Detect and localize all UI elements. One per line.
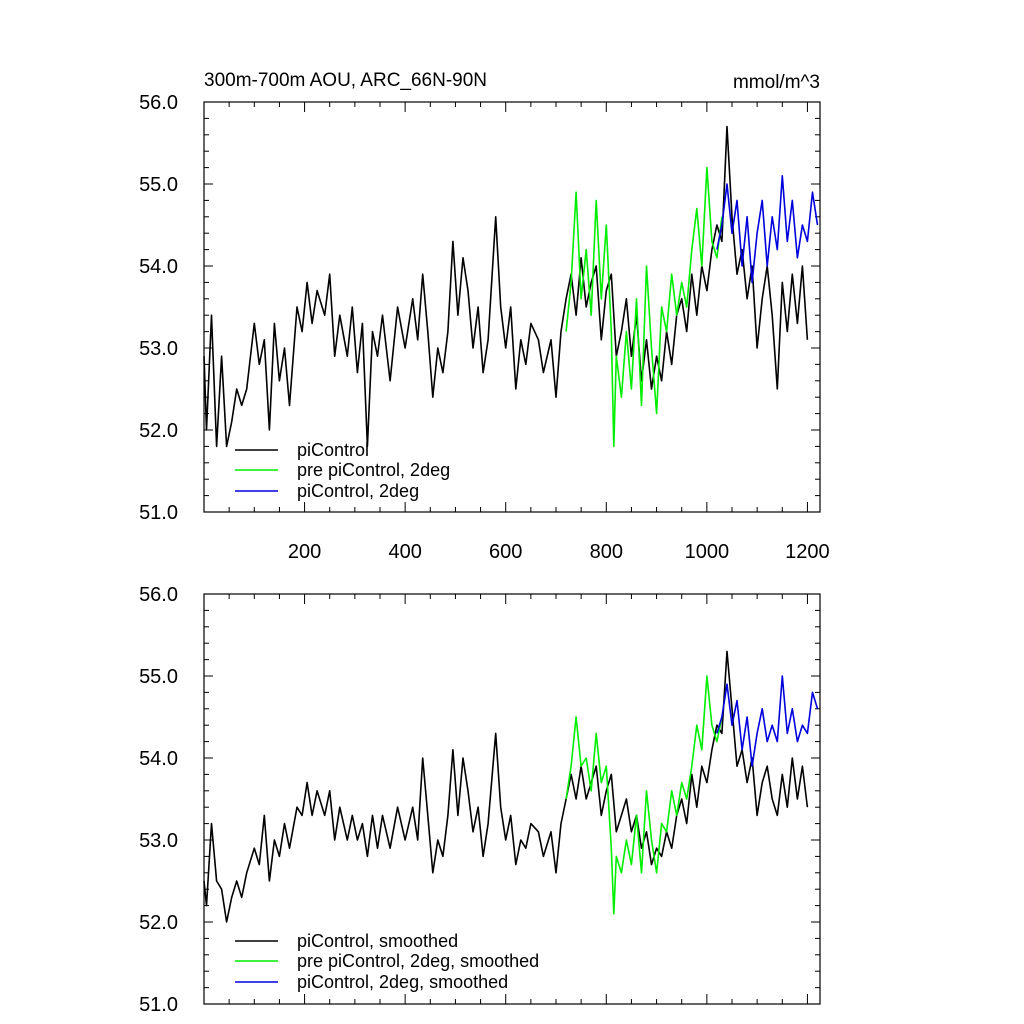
top-x-tick-label: 400 — [388, 541, 421, 563]
bottom-y-tick-label: 54.0 — [139, 748, 178, 770]
top-y-tick-label: 56.0 — [139, 92, 178, 114]
top-x-tick-label: 600 — [489, 541, 522, 563]
bottom-series-line-0 — [203, 650, 809, 923]
top-x-tick-label: 1200 — [785, 541, 830, 563]
top-y-tick-label: 53.0 — [139, 338, 178, 360]
top-x-tick-label: 1000 — [685, 541, 730, 563]
top-chart-units: mmol/m^3 — [733, 72, 820, 93]
bottom-plot-frame — [203, 593, 821, 1005]
bottom-series-line-1 — [565, 675, 723, 915]
bottom-series-line-2 — [716, 675, 819, 768]
bottom-y-tick-label: 56.0 — [139, 584, 178, 606]
top-series-line-1 — [565, 166, 723, 448]
top-plot-frame — [203, 101, 821, 513]
top-x-tick-label: 200 — [288, 541, 321, 563]
top-y-tick-label: 54.0 — [139, 256, 178, 278]
bottom-y-tick-label: 53.0 — [139, 830, 178, 852]
top-chart-title: 300m-700m AOU, ARC_66N-90N — [204, 70, 487, 91]
legend-label-picontrol-2deg-smoothed: piControl, 2deg, smoothed — [297, 972, 508, 992]
top-y-tick-label: 51.0 — [139, 502, 178, 524]
top-x-tick-label: 800 — [590, 541, 623, 563]
bottom-y-tick-label: 51.0 — [139, 994, 178, 1016]
legend-label-picontrol: piControl — [297, 440, 369, 460]
top-y-tick-label: 55.0 — [139, 174, 178, 196]
bottom-chart: 51.0 52.0 53.0 54.0 55.0 56.0 piControl, smoo… — [139, 584, 821, 1016]
top-series-line-0 — [203, 125, 809, 448]
top-series-line-2 — [716, 175, 819, 284]
top-chart: 300m-700m AOU, ARC_66N-90N mmol/m^3 51.0… — [139, 70, 830, 563]
bottom-legend: piControl, smoothed pre piControl, 2deg,… — [235, 931, 539, 992]
legend-label-pre-picontrol-2deg-smoothed: pre piControl, 2deg, smoothed — [297, 951, 539, 971]
top-legend: piControl pre piControl, 2deg piControl,… — [235, 440, 450, 501]
bottom-y-tick-label: 52.0 — [139, 912, 178, 934]
bottom-y-tick-label: 55.0 — [139, 666, 178, 688]
legend-label-pre-picontrol-2deg: pre piControl, 2deg — [297, 460, 450, 480]
legend-label-picontrol-2deg: piControl, 2deg — [297, 481, 419, 501]
top-y-tick-label: 52.0 — [139, 420, 178, 442]
legend-label-picontrol-smoothed: piControl, smoothed — [297, 931, 458, 951]
